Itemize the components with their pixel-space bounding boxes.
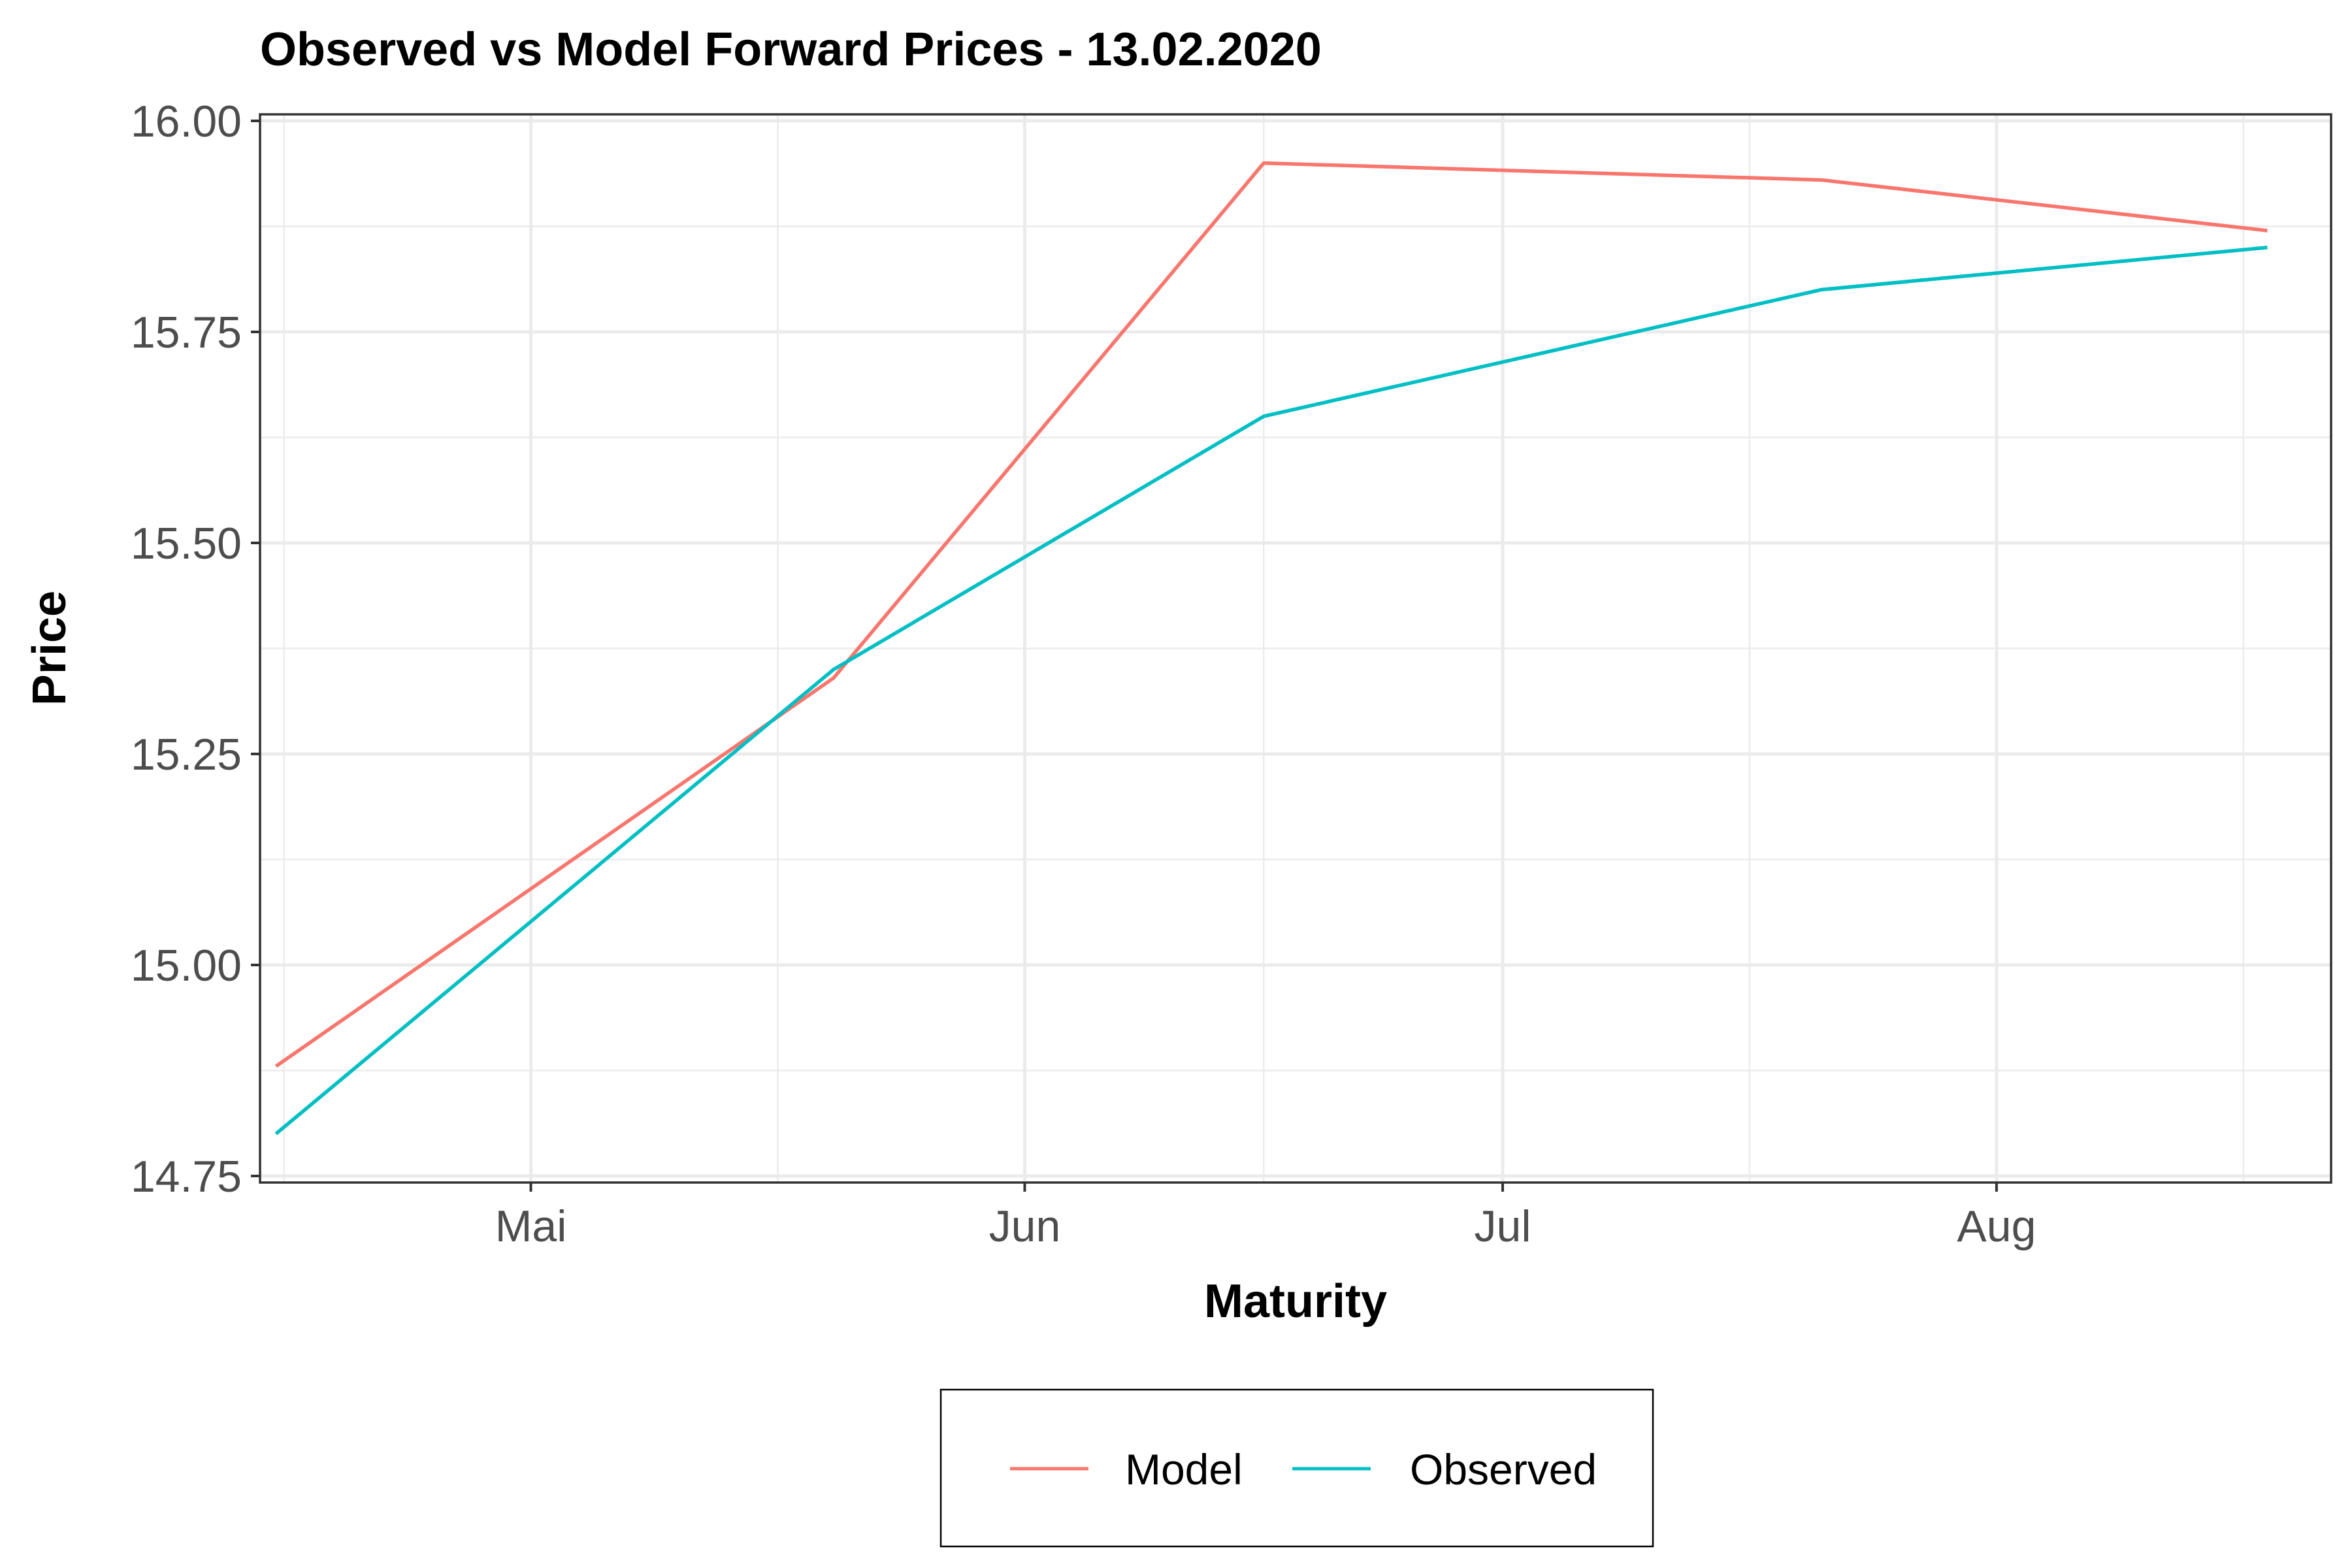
- major-gridlines: [260, 114, 2331, 1183]
- y-tick-label: 15.50: [131, 519, 242, 568]
- y-tick-label: 15.75: [131, 308, 242, 357]
- y-tick-label: 16.00: [131, 97, 242, 146]
- y-tick-label: 15.00: [131, 941, 242, 990]
- x-tick-label: Jul: [1475, 1201, 1531, 1251]
- x-tick-label: Aug: [1957, 1201, 2036, 1251]
- legend: Model Observed: [939, 1388, 1654, 1548]
- legend-label-observed: Observed: [1410, 1445, 1597, 1494]
- series-lines: [274, 161, 2268, 1135]
- x-tick-label: Jun: [989, 1201, 1061, 1251]
- plot-panel-border: [259, 113, 2332, 1184]
- y-tick-label: 15.25: [131, 730, 242, 779]
- y-axis-title: Price: [24, 591, 76, 706]
- series-line-model: [274, 161, 2268, 1068]
- legend-label-model: Model: [1125, 1445, 1243, 1494]
- x-axis-title: Maturity: [1204, 1275, 1387, 1328]
- y-tick-label: 14.75: [131, 1152, 242, 1201]
- minor-gridlines: [260, 114, 2331, 1183]
- series-line-observed: [274, 246, 2268, 1135]
- chart-title: Observed vs Model Forward Prices - 13.02…: [260, 24, 1322, 76]
- x-tick-label: Mai: [495, 1201, 567, 1251]
- x-axis: Mai Jun Jul Aug: [495, 1183, 2036, 1251]
- y-axis: 14.75 15.00 15.25 15.50 15.75 16.00: [131, 97, 260, 1201]
